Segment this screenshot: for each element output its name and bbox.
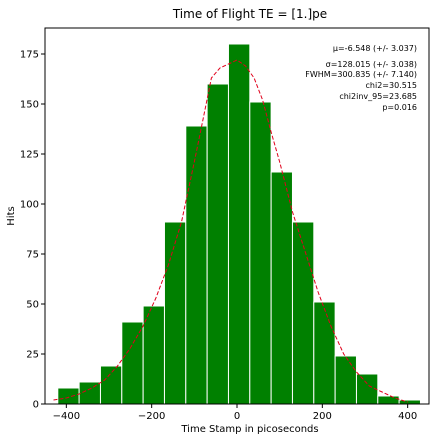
fit-stat-line: chi2inv_95=23.685: [339, 92, 417, 101]
plot-frame: [44, 27, 430, 405]
y-axis-ticks: 0 25 50 75 100 125 150 175: [20, 50, 45, 411]
fit-stat-line: μ=-6.548 (+/- 3.037): [333, 44, 417, 53]
y-tick-label: 125: [20, 150, 39, 161]
histogram-bar: [121, 321, 144, 405]
histogram-bar: [227, 43, 251, 405]
fit-stat-line: σ=128.015 (+/- 3.038): [326, 60, 417, 69]
y-axis-label: Hits: [6, 206, 17, 225]
histogram-bar: [185, 125, 208, 405]
fit-stat-line: FWHM=300.835 (+/- 7.140): [305, 70, 417, 79]
histogram-bar: [142, 305, 165, 405]
fit-stat-line: p=0.016: [382, 103, 417, 112]
fit-stat-line: chi2=30.515: [366, 81, 417, 90]
x-tick-label: 400: [398, 411, 417, 422]
y-tick-label: 100: [20, 200, 39, 211]
histogram-bar: [78, 381, 101, 405]
y-tick-label: 75: [26, 250, 39, 261]
gaussian-fit-line: [53, 59, 408, 403]
y-tick-label: 25: [26, 350, 39, 361]
histogram-bar: [291, 221, 315, 405]
chart-title: Time of Flight TE = [1.]pe: [172, 7, 327, 21]
y-tick-label: 0: [33, 400, 39, 411]
x-axis-ticks: −400 −200 0 200 400: [53, 404, 417, 422]
histogram-bar: [57, 387, 80, 405]
histogram-bar: [163, 221, 187, 405]
histogram-bar: [206, 83, 229, 405]
gaussian-fit-group: [53, 59, 408, 403]
y-tick-label: 175: [20, 50, 39, 61]
y-tick-label: 50: [26, 300, 39, 311]
histogram-bar: [270, 171, 293, 405]
fit-statistics: μ=-6.548 (+/- 3.037) σ=128.015 (+/- 3.038…: [305, 44, 417, 112]
x-axis-label: Time Stamp in picoseconds: [180, 424, 318, 435]
x-tick-label: −400: [53, 411, 80, 422]
histogram-bar: [99, 365, 123, 405]
histogram-bar: [377, 395, 400, 405]
histogram-bars: [57, 43, 421, 405]
x-tick-label: −200: [138, 411, 165, 422]
x-tick-label: 0: [234, 411, 240, 422]
x-tick-label: 200: [313, 411, 332, 422]
histogram-bar: [313, 301, 336, 405]
y-tick-label: 150: [20, 100, 39, 111]
histogram-bar: [249, 101, 272, 405]
histogram-bar: [334, 355, 357, 405]
